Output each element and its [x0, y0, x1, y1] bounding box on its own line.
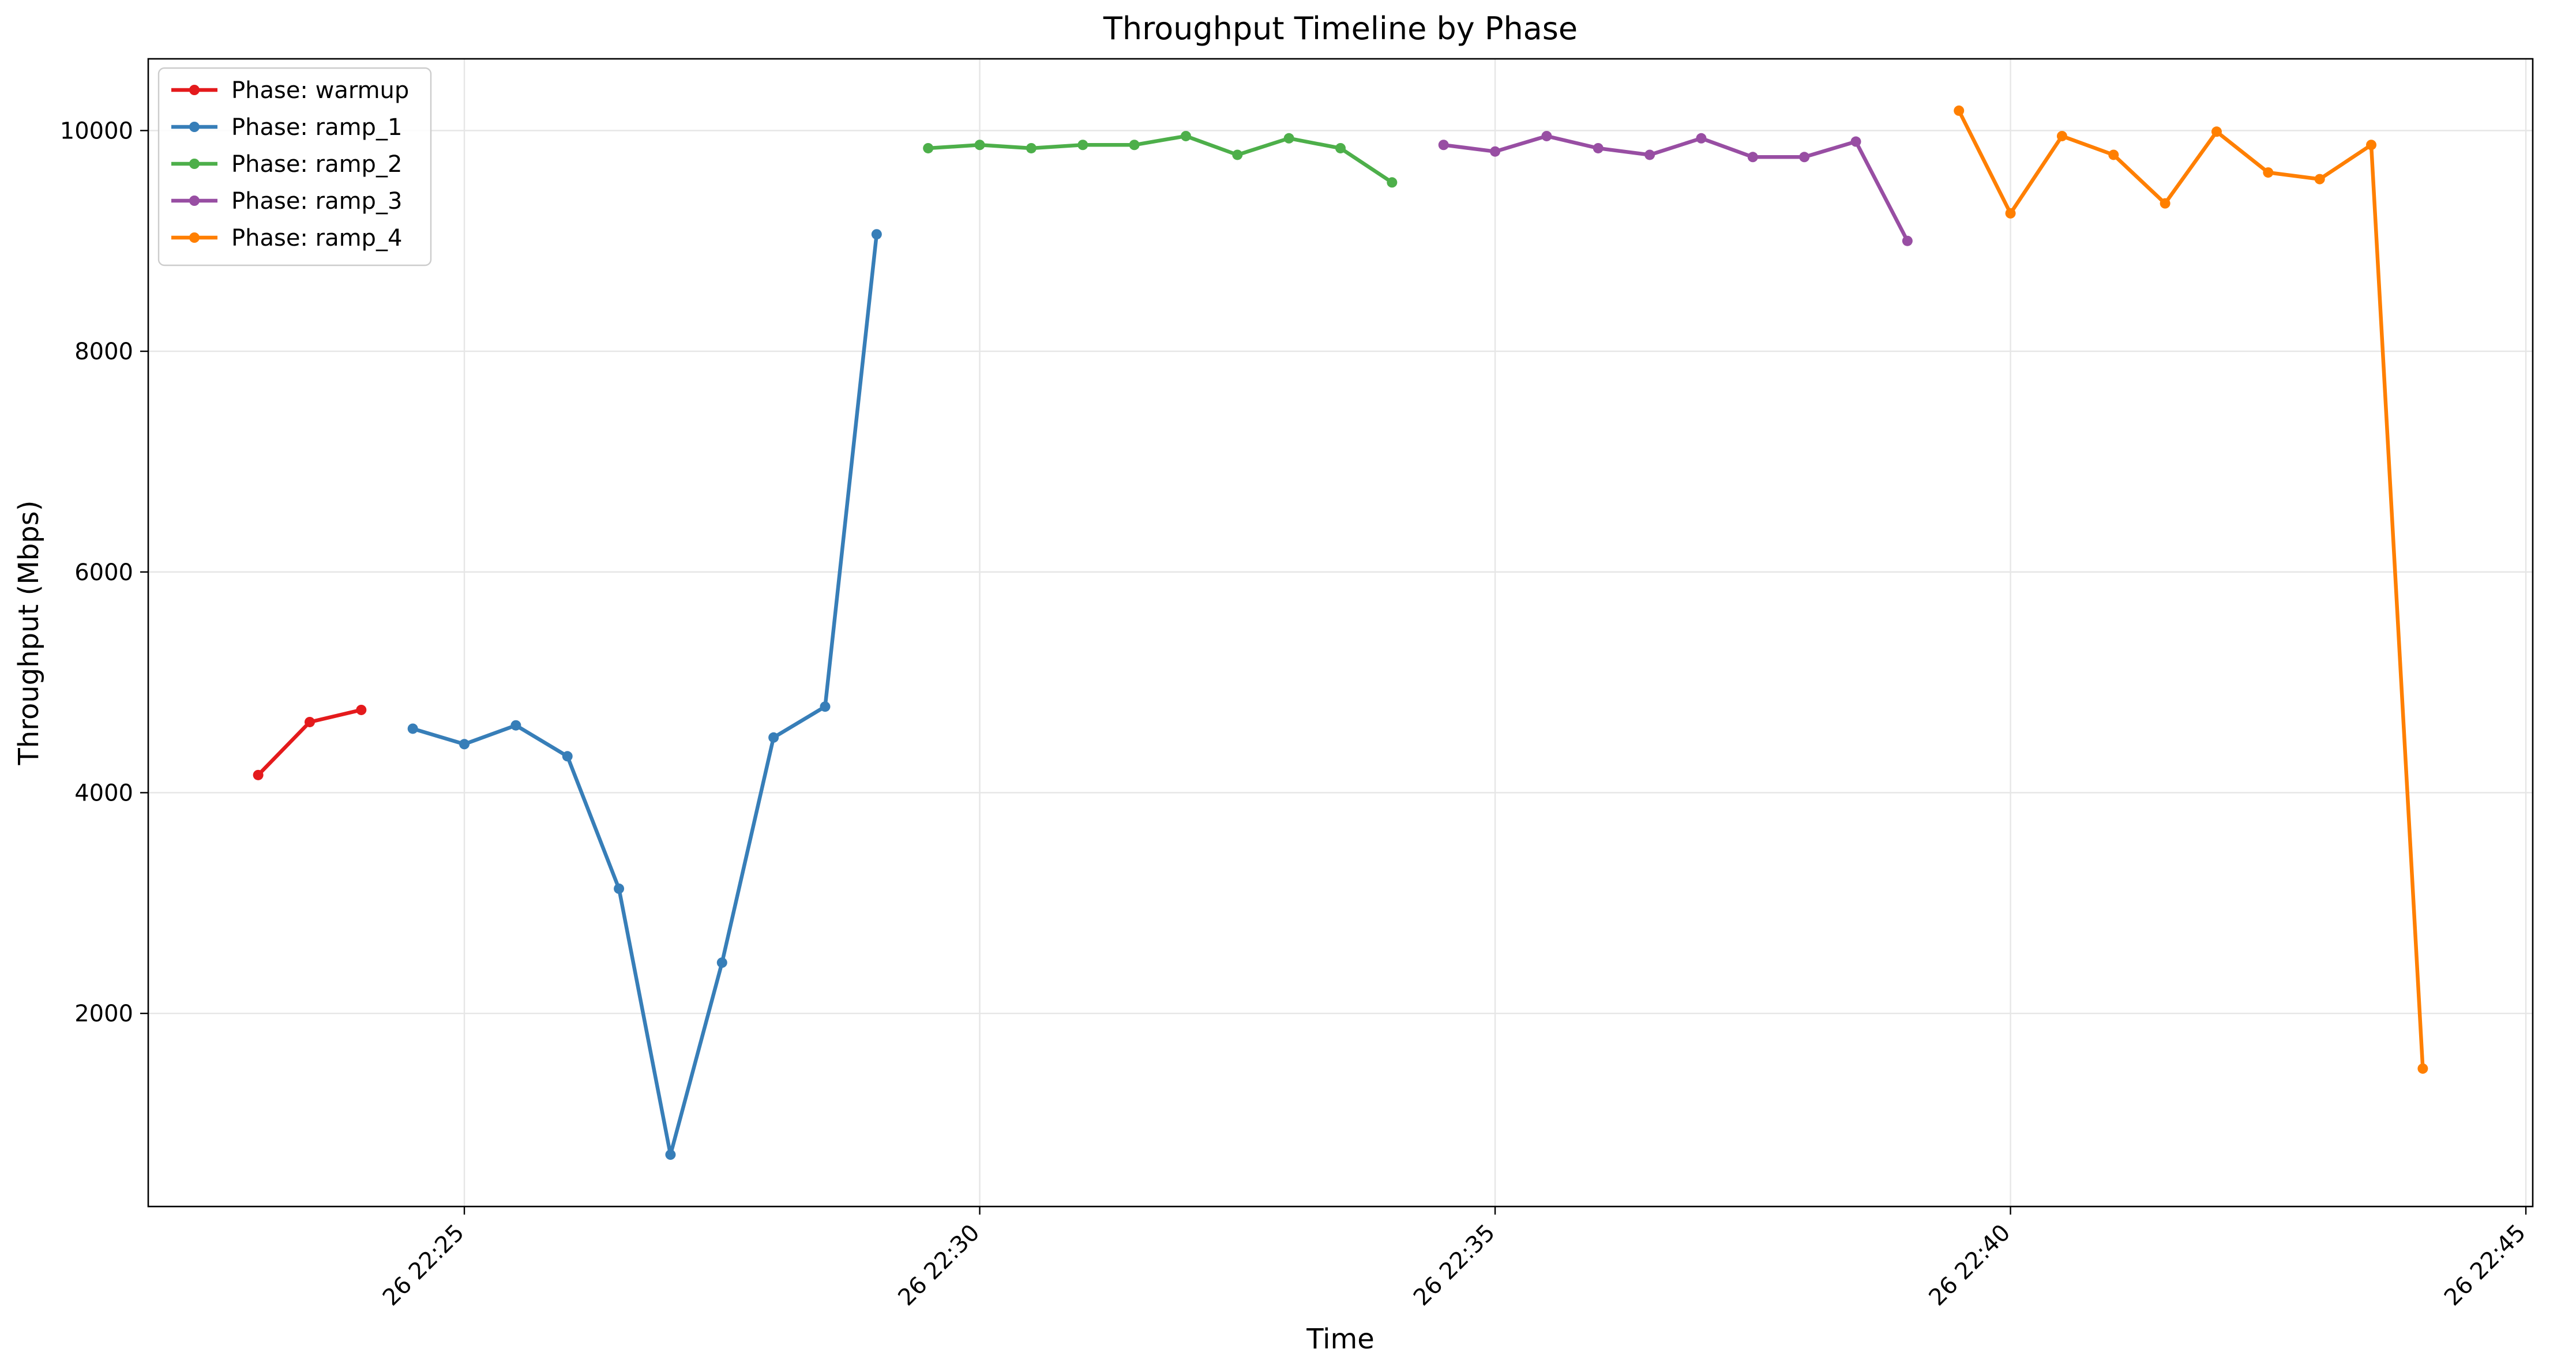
data-point — [2417, 1063, 2428, 1074]
data-point — [614, 883, 625, 894]
data-point — [1541, 130, 1552, 141]
data-point — [2211, 126, 2222, 137]
series-line — [1441, 134, 1910, 243]
legend-item: Phase: ramp_2 — [171, 151, 402, 178]
data-point — [1850, 136, 1861, 147]
data-point — [2314, 174, 2325, 185]
data-point — [1335, 142, 1346, 153]
series-layer — [253, 105, 2428, 1160]
data-point — [562, 751, 573, 762]
legend-box — [157, 67, 432, 266]
data-point — [974, 140, 985, 151]
data-point — [1232, 149, 1243, 160]
legend-swatch-marker — [189, 232, 200, 243]
data-point — [1077, 140, 1088, 151]
data-point — [1902, 235, 1913, 246]
data-point — [304, 716, 315, 727]
legend-label: Phase: ramp_4 — [231, 225, 402, 251]
series-line — [926, 134, 1394, 185]
data-point — [1593, 142, 1604, 153]
data-point — [459, 739, 470, 750]
data-point — [2108, 149, 2119, 160]
data-point — [1180, 130, 1191, 141]
data-point — [1747, 152, 1758, 163]
series-Phase: ramp_3 — [1438, 130, 1913, 246]
legend-swatch-marker — [189, 122, 200, 132]
legend-item: Phase: warmup — [171, 77, 409, 104]
y-tick-label: 6000 — [74, 559, 133, 586]
data-point — [356, 704, 367, 715]
data-point — [1490, 146, 1501, 157]
y-axis-label: Throughput (Mbps) — [13, 501, 45, 766]
grid — [148, 59, 2533, 1207]
data-point — [820, 701, 831, 712]
legend-label: Phase: ramp_2 — [231, 151, 402, 178]
data-point — [1026, 142, 1037, 153]
series-Phase: warmup — [253, 704, 367, 780]
data-point — [253, 769, 264, 780]
y-tick-label: 8000 — [74, 339, 133, 365]
series-Phase: ramp_1 — [407, 229, 882, 1160]
y-tick-label: 4000 — [74, 780, 133, 806]
data-point — [2160, 198, 2171, 209]
data-point — [1954, 105, 1965, 116]
legend-label: Phase: ramp_3 — [231, 188, 402, 215]
data-point — [1799, 152, 1810, 163]
legend-item: Phase: ramp_3 — [171, 188, 402, 215]
y-tick-label: 2000 — [74, 1001, 133, 1027]
legend-label: Phase: warmup — [231, 77, 409, 104]
data-point — [1129, 140, 1140, 151]
data-point — [871, 229, 882, 240]
legend-swatch-marker — [189, 196, 200, 206]
y-tick-label: 10000 — [60, 118, 133, 144]
data-point — [1387, 177, 1398, 188]
series-line — [411, 232, 879, 1157]
legend-item: Phase: ramp_1 — [171, 114, 402, 141]
data-point — [407, 723, 418, 734]
legend-swatch-marker — [189, 159, 200, 169]
data-point — [923, 142, 934, 153]
data-point — [2366, 140, 2377, 151]
legend-label: Phase: ramp_1 — [231, 114, 402, 141]
data-point — [2263, 167, 2274, 178]
chart-title: Throughput Timeline by Phase — [1103, 10, 1578, 47]
data-point — [1696, 133, 1707, 144]
data-point — [665, 1149, 676, 1160]
data-point — [1283, 133, 1294, 144]
data-point — [716, 957, 727, 968]
data-point — [768, 732, 779, 743]
data-point — [2005, 208, 2016, 219]
legend-swatch-marker — [189, 85, 200, 95]
data-point — [2056, 130, 2067, 141]
x-axis-label: Time — [1306, 1323, 1374, 1355]
data-point — [510, 720, 521, 731]
series-Phase: ramp_2 — [923, 130, 1398, 188]
data-point — [1644, 149, 1655, 160]
legend-item: Phase: ramp_4 — [171, 225, 402, 251]
series-Phase: ramp_4 — [1954, 105, 2428, 1074]
legend: Phase: warmup Phase: ramp_1 Phase: ramp_2 P… — [157, 67, 432, 266]
series-line — [1957, 108, 2425, 1071]
y-axis: 2000 4000 6000 8000 10000 — [60, 118, 148, 1027]
data-point — [1438, 140, 1449, 151]
plot-frame — [147, 58, 2534, 1208]
